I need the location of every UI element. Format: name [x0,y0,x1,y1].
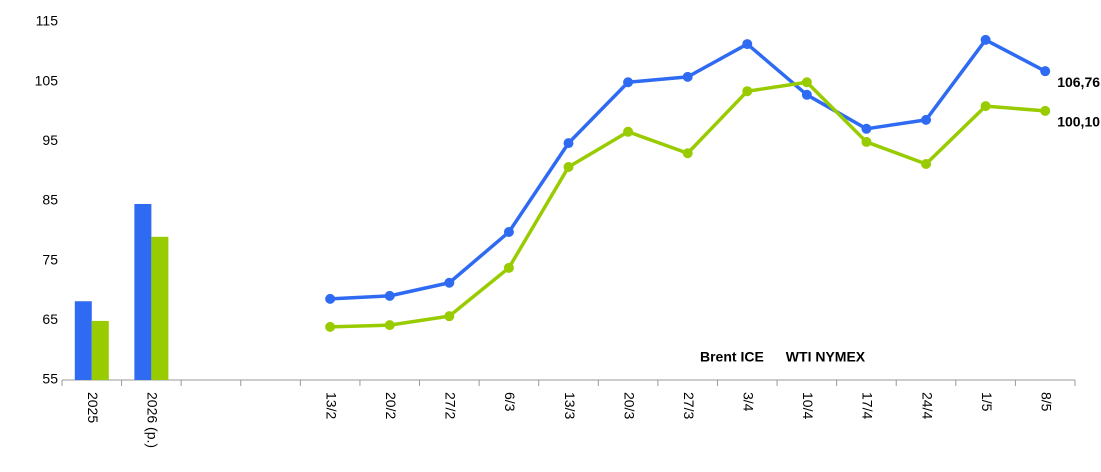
x-tick-label: 2025 [85,392,101,423]
y-tick-label: 95 [42,132,58,148]
point [325,321,336,332]
y-tick-label: 55 [42,371,58,387]
point [861,123,872,134]
bar [74,301,92,380]
y-tick-label: 115 [36,13,59,29]
x-tick-label: 13/3 [562,392,578,419]
x-tick-label: 24/4 [919,392,935,419]
point [980,101,991,112]
point [503,262,514,273]
x-tick-label: 20/3 [621,392,637,419]
point [503,227,514,238]
y-tick-label: 65 [42,311,58,327]
point [801,89,812,100]
point [563,138,574,149]
value-label: 100,10 [1057,114,1100,130]
x-tick-label: 6/3 [502,392,518,412]
point [742,86,753,97]
point [980,34,991,45]
bar [91,320,109,380]
point [1040,105,1051,116]
legend-entry: Brent ICE [700,349,764,365]
x-tick-label: 3/4 [741,392,757,412]
bar [151,236,169,380]
point [623,77,634,88]
point [623,126,634,137]
point [682,71,693,82]
x-tick-label: 27/3 [681,392,697,419]
point [742,39,753,50]
line [330,80,1046,329]
x-tick-label: 13/2 [323,392,339,419]
legend-entry: WTI NYMEX [786,349,866,365]
y-tick-label: 105 [35,72,59,88]
y-tick-label: 85 [42,192,58,208]
x-tick-label: 10/4 [800,392,816,419]
point [384,320,395,331]
point [801,77,812,88]
y-tick-label: 75 [42,251,58,267]
point [921,114,932,125]
x-tick-label: 2026 (p.) [145,392,161,448]
point [325,293,336,304]
point [384,290,395,301]
point [682,148,693,159]
bar [134,203,152,380]
x-tick-label: 20/2 [383,392,399,419]
point [563,161,574,172]
point [444,277,455,288]
point [861,136,872,147]
x-tick-label: 1/5 [979,392,995,412]
x-tick-label: 17/4 [860,392,876,419]
point [1040,66,1051,77]
point [921,159,932,170]
value-label: 106,76 [1057,74,1100,90]
x-tick-label: 27/2 [443,392,459,419]
point [444,311,455,322]
x-tick-label: 8/5 [1039,392,1055,412]
